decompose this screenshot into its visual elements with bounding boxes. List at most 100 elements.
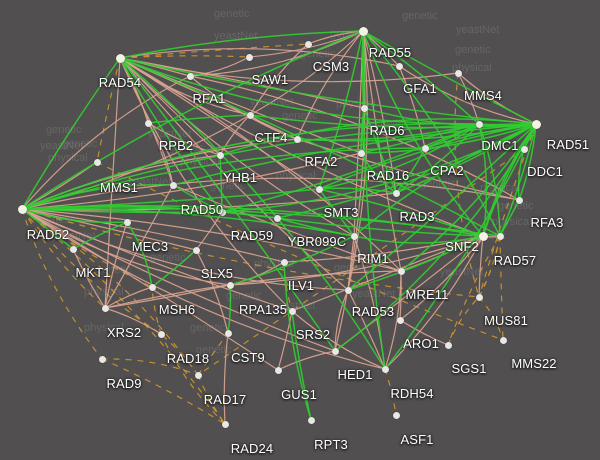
- network-node-yhb1[interactable]: [216, 151, 224, 159]
- network-edge[interactable]: [362, 30, 537, 125]
- network-edge[interactable]: [119, 43, 309, 59]
- network-edge[interactable]: [151, 286, 162, 335]
- network-edge[interactable]: [360, 123, 537, 154]
- network-edge[interactable]: [384, 368, 397, 416]
- network-edge[interactable]: [119, 57, 365, 109]
- network-edge[interactable]: [119, 57, 223, 213]
- network-node-rad18[interactable]: [157, 330, 165, 338]
- network-edge[interactable]: [104, 284, 231, 309]
- network-edge[interactable]: [223, 332, 229, 425]
- network-edge[interactable]: [21, 208, 226, 425]
- network-edge[interactable]: [229, 235, 484, 286]
- network-edge[interactable]: [126, 221, 153, 288]
- network-node-gfa1[interactable]: [395, 62, 403, 70]
- network-edge[interactable]: [119, 57, 480, 125]
- network-edge[interactable]: [147, 114, 251, 124]
- network-edge[interactable]: [104, 286, 153, 309]
- network-edge[interactable]: [362, 30, 397, 194]
- network-node-rpb2[interactable]: [144, 119, 152, 127]
- network-edge[interactable]: [360, 107, 365, 154]
- network-edge[interactable]: [249, 43, 309, 116]
- network-edge[interactable]: [276, 217, 484, 237]
- network-edge[interactable]: [21, 208, 128, 224]
- network-edge[interactable]: [101, 358, 226, 425]
- network-node-ctf4[interactable]: [246, 111, 254, 119]
- network-edge[interactable]: [229, 235, 355, 286]
- network-node-slx5[interactable]: [192, 246, 200, 254]
- network-edge[interactable]: [447, 235, 501, 346]
- network-edge[interactable]: [104, 184, 174, 309]
- network-edge[interactable]: [518, 123, 537, 201]
- network-edge[interactable]: [447, 296, 480, 346]
- network-edge[interactable]: [21, 177, 520, 210]
- network-node-dmc1[interactable]: [475, 120, 483, 128]
- network-edge[interactable]: [104, 57, 121, 309]
- network-edge[interactable]: [160, 333, 226, 425]
- network-node-rfa1[interactable]: [186, 72, 194, 80]
- network-edge[interactable]: [21, 208, 349, 291]
- network-edge[interactable]: [276, 217, 355, 237]
- network-edge[interactable]: [400, 123, 537, 272]
- network-node-rad52[interactable]: [17, 204, 27, 214]
- network-node-cst9[interactable]: [224, 329, 232, 337]
- network-edge[interactable]: [197, 374, 226, 425]
- network-edge[interactable]: [318, 188, 355, 237]
- network-edge[interactable]: [296, 123, 480, 141]
- network-edge[interactable]: [189, 30, 364, 77]
- network-edge[interactable]: [21, 152, 362, 210]
- network-edge[interactable]: [147, 122, 174, 186]
- network-node-mus81[interactable]: [475, 293, 483, 301]
- network-node-mkt1[interactable]: [69, 245, 77, 253]
- network-edge[interactable]: [72, 248, 106, 309]
- network-node-sgs1[interactable]: [444, 341, 452, 349]
- network-edge[interactable]: [363, 107, 397, 194]
- network-edge[interactable]: [104, 221, 128, 309]
- network-edge[interactable]: [360, 152, 397, 194]
- network-edge[interactable]: [395, 123, 480, 194]
- network-edge[interactable]: [119, 57, 320, 190]
- network-edge[interactable]: [334, 289, 349, 352]
- network-node-gus1[interactable]: [274, 366, 282, 374]
- network-node-rpa135[interactable]: [226, 281, 234, 289]
- network-edge[interactable]: [21, 208, 106, 309]
- network-edge[interactable]: [21, 208, 285, 263]
- network-node-rad51[interactable]: [531, 119, 541, 129]
- network-node-rad3[interactable]: [392, 189, 400, 197]
- network-node-rad17[interactable]: [194, 371, 202, 379]
- network-edge[interactable]: [353, 123, 537, 237]
- network-node-rad53[interactable]: [344, 286, 352, 294]
- network-node-srs2[interactable]: [288, 307, 296, 315]
- network-node-rdh54[interactable]: [381, 365, 389, 373]
- network-edge[interactable]: [291, 310, 312, 421]
- network-edge[interactable]: [499, 123, 537, 237]
- network-edge[interactable]: [119, 57, 386, 370]
- network-edge[interactable]: [399, 319, 449, 346]
- network-edge[interactable]: [318, 30, 364, 190]
- network-edge[interactable]: [21, 208, 223, 214]
- network-edge[interactable]: [189, 75, 298, 140]
- network-node-aro1[interactable]: [396, 316, 404, 324]
- network-edge[interactable]: [119, 57, 537, 125]
- network-edge[interactable]: [96, 161, 504, 341]
- network-node-msh6[interactable]: [148, 283, 156, 291]
- network-edge[interactable]: [334, 123, 537, 352]
- network-edge[interactable]: [291, 235, 484, 312]
- network-edge[interactable]: [21, 208, 74, 250]
- network-edge[interactable]: [347, 123, 537, 291]
- network-edge[interactable]: [296, 30, 364, 140]
- network-node-rad57[interactable]: [496, 232, 504, 240]
- network-edge[interactable]: [119, 57, 501, 237]
- network-node-mre11[interactable]: [397, 267, 405, 275]
- network-node-rim1[interactable]: [350, 232, 358, 240]
- network-edge[interactable]: [398, 65, 426, 149]
- network-edge[interactable]: [478, 296, 504, 341]
- network-node-rfa3[interactable]: [515, 196, 523, 204]
- network-edge[interactable]: [219, 118, 537, 156]
- network-node-rad6[interactable]: [360, 104, 368, 112]
- network-node-csm3[interactable]: [304, 40, 312, 48]
- network-edge[interactable]: [104, 270, 402, 309]
- network-edge[interactable]: [353, 235, 484, 244]
- network-edge[interactable]: [21, 207, 355, 237]
- network-node-rad55[interactable]: [358, 26, 368, 36]
